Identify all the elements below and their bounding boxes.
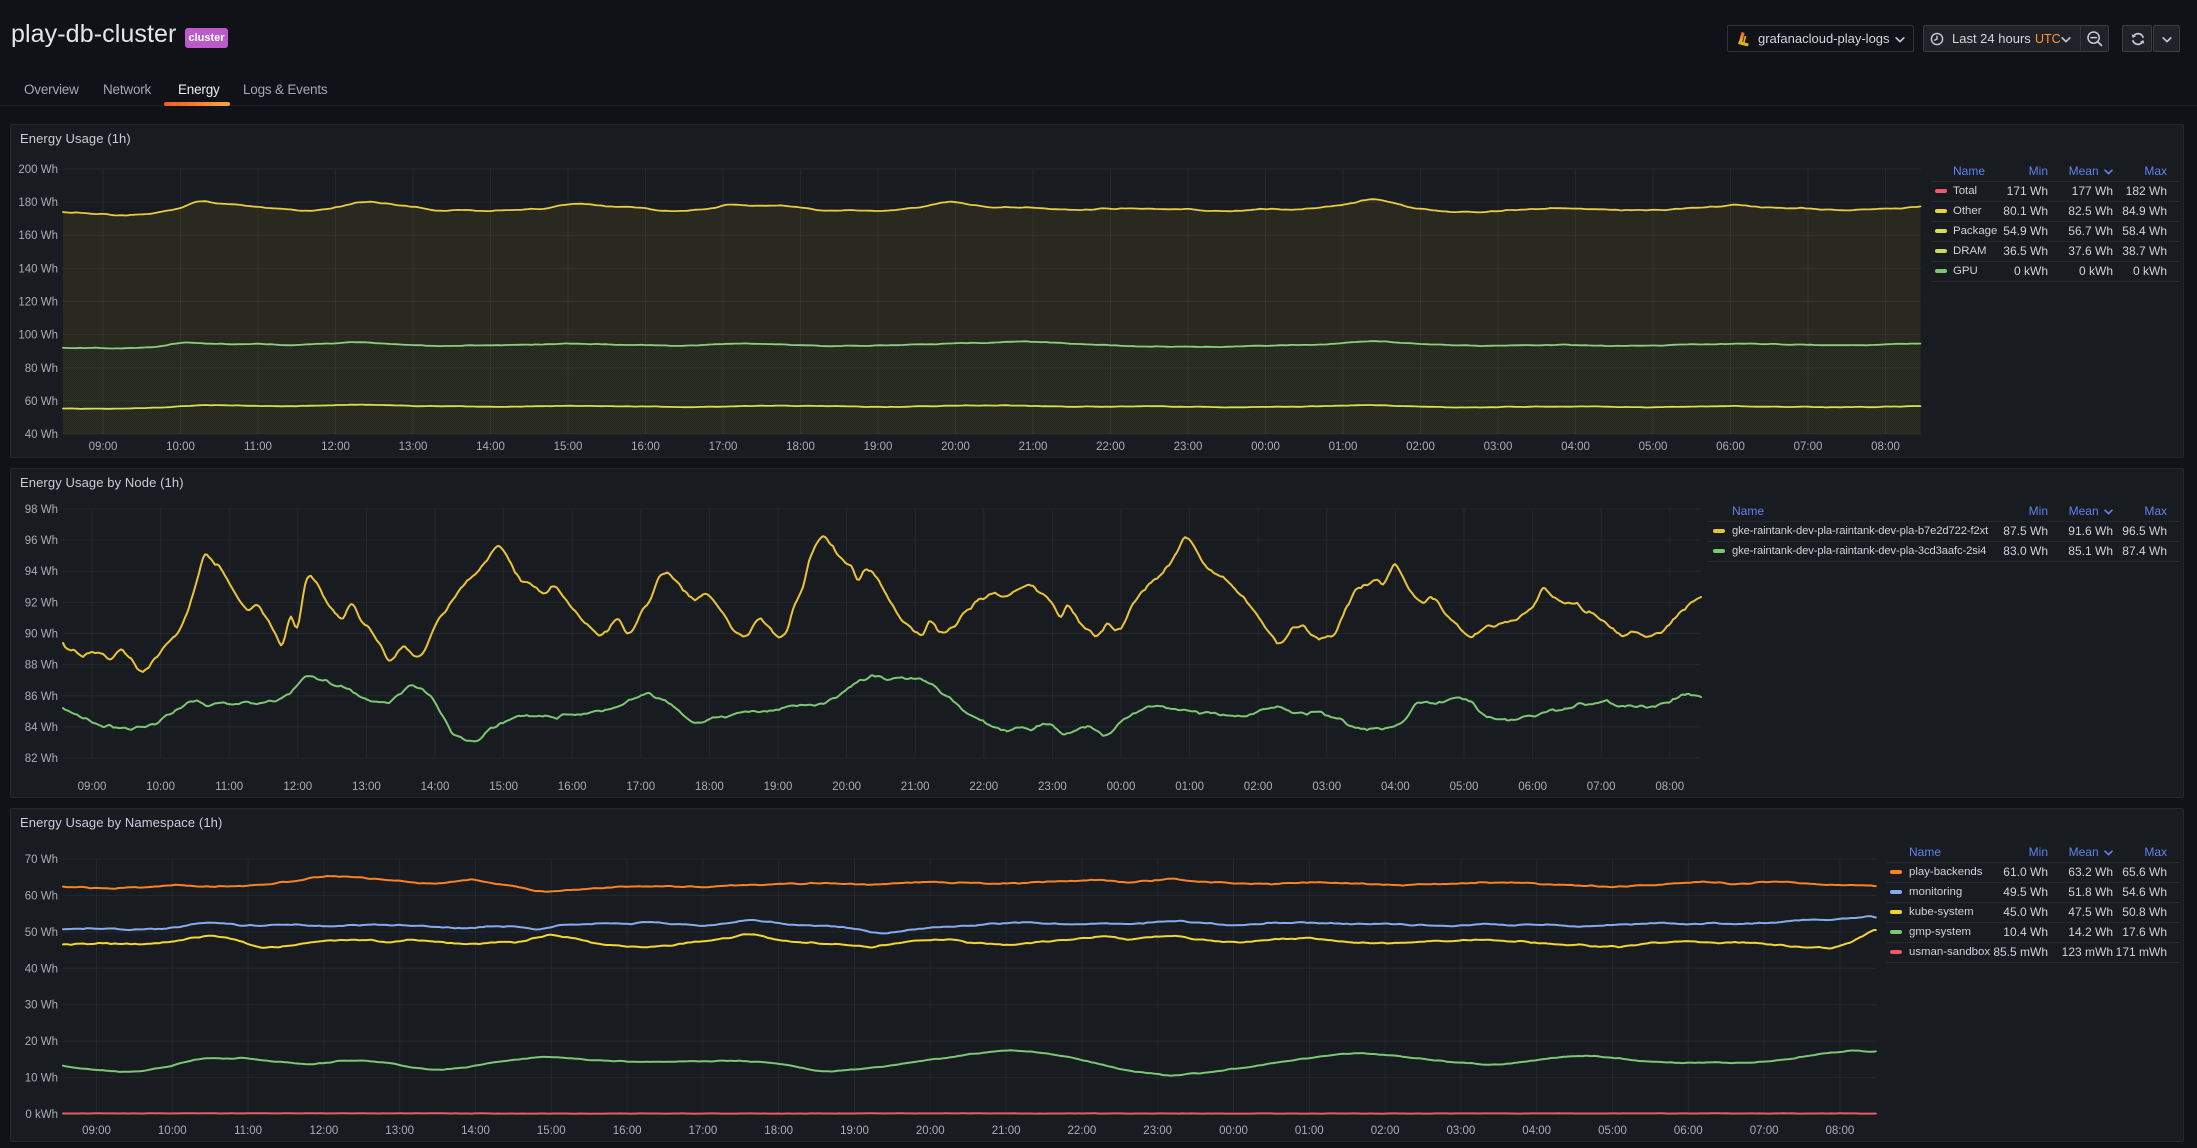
svg-text:19:00: 19:00 xyxy=(764,781,793,793)
svg-text:21:00: 21:00 xyxy=(992,1125,1021,1137)
svg-text:14:00: 14:00 xyxy=(476,441,505,453)
svg-text:11:00: 11:00 xyxy=(244,441,272,453)
svg-text:96 Wh: 96 Wh xyxy=(25,535,58,547)
svg-text:88 Wh: 88 Wh xyxy=(25,660,58,672)
svg-text:10:00: 10:00 xyxy=(146,781,175,793)
svg-text:200 Wh: 200 Wh xyxy=(18,164,58,176)
svg-text:17:00: 17:00 xyxy=(626,781,655,793)
svg-text:14:00: 14:00 xyxy=(421,781,450,793)
svg-text:16:00: 16:00 xyxy=(631,441,660,453)
svg-text:16:00: 16:00 xyxy=(558,781,587,793)
svg-text:80 Wh: 80 Wh xyxy=(25,363,58,375)
svg-text:92 Wh: 92 Wh xyxy=(25,597,58,609)
svg-text:30 Wh: 30 Wh xyxy=(25,1000,58,1012)
svg-text:100 Wh: 100 Wh xyxy=(18,330,58,342)
svg-text:02:00: 02:00 xyxy=(1244,781,1273,793)
svg-text:00:00: 00:00 xyxy=(1251,441,1280,453)
svg-text:16:00: 16:00 xyxy=(613,1125,642,1137)
svg-text:22:00: 22:00 xyxy=(1068,1125,1097,1137)
svg-text:09:00: 09:00 xyxy=(78,781,107,793)
svg-text:50 Wh: 50 Wh xyxy=(25,927,58,939)
svg-text:08:00: 08:00 xyxy=(1826,1125,1855,1137)
svg-text:03:00: 03:00 xyxy=(1447,1125,1476,1137)
svg-text:86 Wh: 86 Wh xyxy=(25,691,58,703)
svg-text:13:00: 13:00 xyxy=(385,1125,414,1137)
svg-text:08:00: 08:00 xyxy=(1871,441,1900,453)
svg-text:17:00: 17:00 xyxy=(689,1125,718,1137)
svg-text:01:00: 01:00 xyxy=(1329,441,1358,453)
svg-text:01:00: 01:00 xyxy=(1295,1125,1324,1137)
svg-text:0 kWh: 0 kWh xyxy=(25,1109,58,1121)
svg-text:60 Wh: 60 Wh xyxy=(25,396,58,408)
svg-text:03:00: 03:00 xyxy=(1484,441,1513,453)
svg-text:20:00: 20:00 xyxy=(832,781,861,793)
svg-text:03:00: 03:00 xyxy=(1312,781,1341,793)
svg-text:11:00: 11:00 xyxy=(234,1125,262,1137)
svg-text:21:00: 21:00 xyxy=(1019,441,1048,453)
svg-text:20 Wh: 20 Wh xyxy=(25,1036,58,1048)
svg-text:15:00: 15:00 xyxy=(489,781,518,793)
svg-text:06:00: 06:00 xyxy=(1674,1125,1703,1137)
svg-text:05:00: 05:00 xyxy=(1639,441,1668,453)
svg-text:140 Wh: 140 Wh xyxy=(18,263,58,275)
svg-text:07:00: 07:00 xyxy=(1587,781,1616,793)
svg-text:18:00: 18:00 xyxy=(695,781,724,793)
svg-text:04:00: 04:00 xyxy=(1381,781,1410,793)
svg-text:10:00: 10:00 xyxy=(166,441,195,453)
svg-text:60 Wh: 60 Wh xyxy=(25,890,58,902)
svg-text:22:00: 22:00 xyxy=(1096,441,1125,453)
svg-text:00:00: 00:00 xyxy=(1219,1125,1248,1137)
svg-text:40 Wh: 40 Wh xyxy=(25,429,58,441)
svg-text:18:00: 18:00 xyxy=(786,441,815,453)
svg-text:84 Wh: 84 Wh xyxy=(25,722,58,734)
svg-text:10 Wh: 10 Wh xyxy=(25,1073,58,1085)
svg-text:04:00: 04:00 xyxy=(1561,441,1590,453)
svg-text:05:00: 05:00 xyxy=(1450,781,1479,793)
svg-text:04:00: 04:00 xyxy=(1522,1125,1551,1137)
svg-text:22:00: 22:00 xyxy=(969,781,998,793)
svg-text:02:00: 02:00 xyxy=(1371,1125,1400,1137)
svg-text:70 Wh: 70 Wh xyxy=(25,854,58,866)
svg-text:19:00: 19:00 xyxy=(864,441,893,453)
svg-text:23:00: 23:00 xyxy=(1174,441,1203,453)
svg-text:06:00: 06:00 xyxy=(1518,781,1547,793)
svg-text:90 Wh: 90 Wh xyxy=(25,629,58,641)
svg-text:07:00: 07:00 xyxy=(1750,1125,1779,1137)
svg-text:17:00: 17:00 xyxy=(709,441,738,453)
svg-text:20:00: 20:00 xyxy=(916,1125,945,1137)
svg-text:06:00: 06:00 xyxy=(1716,441,1745,453)
svg-text:98 Wh: 98 Wh xyxy=(25,504,58,516)
svg-text:13:00: 13:00 xyxy=(352,781,381,793)
svg-text:12:00: 12:00 xyxy=(310,1125,339,1137)
svg-text:01:00: 01:00 xyxy=(1175,781,1204,793)
svg-text:12:00: 12:00 xyxy=(321,441,350,453)
svg-text:82 Wh: 82 Wh xyxy=(25,753,58,765)
svg-text:18:00: 18:00 xyxy=(764,1125,793,1137)
svg-text:23:00: 23:00 xyxy=(1038,781,1067,793)
svg-text:15:00: 15:00 xyxy=(554,441,583,453)
svg-text:07:00: 07:00 xyxy=(1794,441,1823,453)
svg-text:40 Wh: 40 Wh xyxy=(25,963,58,975)
svg-text:08:00: 08:00 xyxy=(1655,781,1684,793)
svg-text:11:00: 11:00 xyxy=(215,781,243,793)
svg-text:94 Wh: 94 Wh xyxy=(25,566,58,578)
svg-text:15:00: 15:00 xyxy=(537,1125,566,1137)
svg-text:21:00: 21:00 xyxy=(901,781,930,793)
svg-text:160 Wh: 160 Wh xyxy=(18,230,58,242)
svg-text:23:00: 23:00 xyxy=(1143,1125,1172,1137)
svg-text:12:00: 12:00 xyxy=(283,781,312,793)
svg-text:05:00: 05:00 xyxy=(1598,1125,1627,1137)
svg-text:09:00: 09:00 xyxy=(82,1125,111,1137)
svg-text:19:00: 19:00 xyxy=(840,1125,869,1137)
svg-text:20:00: 20:00 xyxy=(941,441,970,453)
svg-text:02:00: 02:00 xyxy=(1406,441,1435,453)
svg-text:00:00: 00:00 xyxy=(1107,781,1136,793)
svg-text:13:00: 13:00 xyxy=(399,441,428,453)
svg-text:14:00: 14:00 xyxy=(461,1125,490,1137)
svg-text:09:00: 09:00 xyxy=(89,441,118,453)
svg-text:10:00: 10:00 xyxy=(158,1125,187,1137)
svg-text:120 Wh: 120 Wh xyxy=(18,297,58,309)
svg-text:180 Wh: 180 Wh xyxy=(18,197,58,209)
